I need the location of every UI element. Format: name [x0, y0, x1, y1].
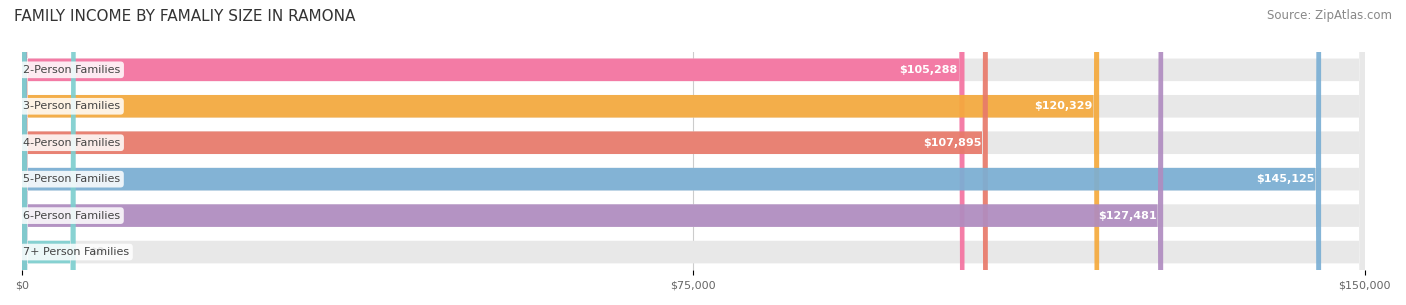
FancyBboxPatch shape: [22, 0, 1365, 305]
FancyBboxPatch shape: [22, 0, 1365, 305]
FancyBboxPatch shape: [22, 0, 1099, 305]
Text: 5-Person Families: 5-Person Families: [24, 174, 121, 184]
Text: FAMILY INCOME BY FAMALIY SIZE IN RAMONA: FAMILY INCOME BY FAMALIY SIZE IN RAMONA: [14, 9, 356, 24]
FancyBboxPatch shape: [22, 0, 965, 305]
Text: 6-Person Families: 6-Person Families: [24, 211, 121, 221]
FancyBboxPatch shape: [22, 0, 76, 305]
FancyBboxPatch shape: [22, 0, 988, 305]
Text: $0: $0: [89, 247, 104, 257]
Text: 2-Person Families: 2-Person Families: [24, 65, 121, 75]
FancyBboxPatch shape: [22, 0, 1365, 305]
Text: 3-Person Families: 3-Person Families: [24, 101, 121, 111]
Text: $127,481: $127,481: [1098, 211, 1157, 221]
FancyBboxPatch shape: [22, 0, 1365, 305]
FancyBboxPatch shape: [22, 0, 1365, 305]
FancyBboxPatch shape: [22, 0, 1163, 305]
FancyBboxPatch shape: [22, 0, 1365, 305]
Text: $107,895: $107,895: [922, 138, 981, 148]
Text: $105,288: $105,288: [900, 65, 957, 75]
Text: Source: ZipAtlas.com: Source: ZipAtlas.com: [1267, 9, 1392, 22]
FancyBboxPatch shape: [22, 0, 1322, 305]
Text: 7+ Person Families: 7+ Person Families: [24, 247, 129, 257]
Text: $120,329: $120,329: [1033, 101, 1092, 111]
Text: $145,125: $145,125: [1256, 174, 1315, 184]
Text: 4-Person Families: 4-Person Families: [24, 138, 121, 148]
